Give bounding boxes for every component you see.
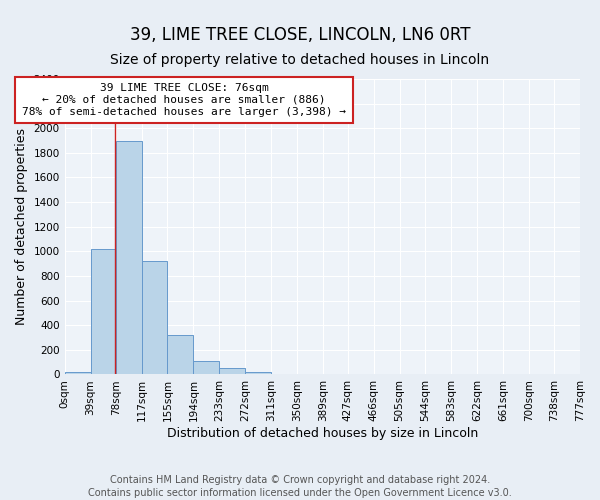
Y-axis label: Number of detached properties: Number of detached properties (15, 128, 28, 325)
Bar (65, 372, 91, 374)
Bar (193, 361, 219, 374)
X-axis label: Distribution of detached houses by size in Lincoln: Distribution of detached houses by size … (167, 427, 478, 440)
Text: 39 LIME TREE CLOSE: 76sqm
← 20% of detached houses are smaller (886)
78% of semi: 39 LIME TREE CLOSE: 76sqm ← 20% of detac… (22, 84, 346, 116)
Bar (116, 140, 142, 374)
Text: Size of property relative to detached houses in Lincoln: Size of property relative to detached ho… (110, 52, 490, 66)
Text: 39, LIME TREE CLOSE, LINCOLN, LN6 0RT: 39, LIME TREE CLOSE, LINCOLN, LN6 0RT (130, 26, 470, 44)
Bar (142, 261, 167, 374)
Bar (167, 335, 193, 374)
Bar (91, 249, 116, 374)
Bar (219, 368, 245, 374)
Text: Contains HM Land Registry data © Crown copyright and database right 2024.: Contains HM Land Registry data © Crown c… (110, 475, 490, 485)
Text: Contains public sector information licensed under the Open Government Licence v3: Contains public sector information licen… (88, 488, 512, 498)
Bar (245, 372, 271, 374)
